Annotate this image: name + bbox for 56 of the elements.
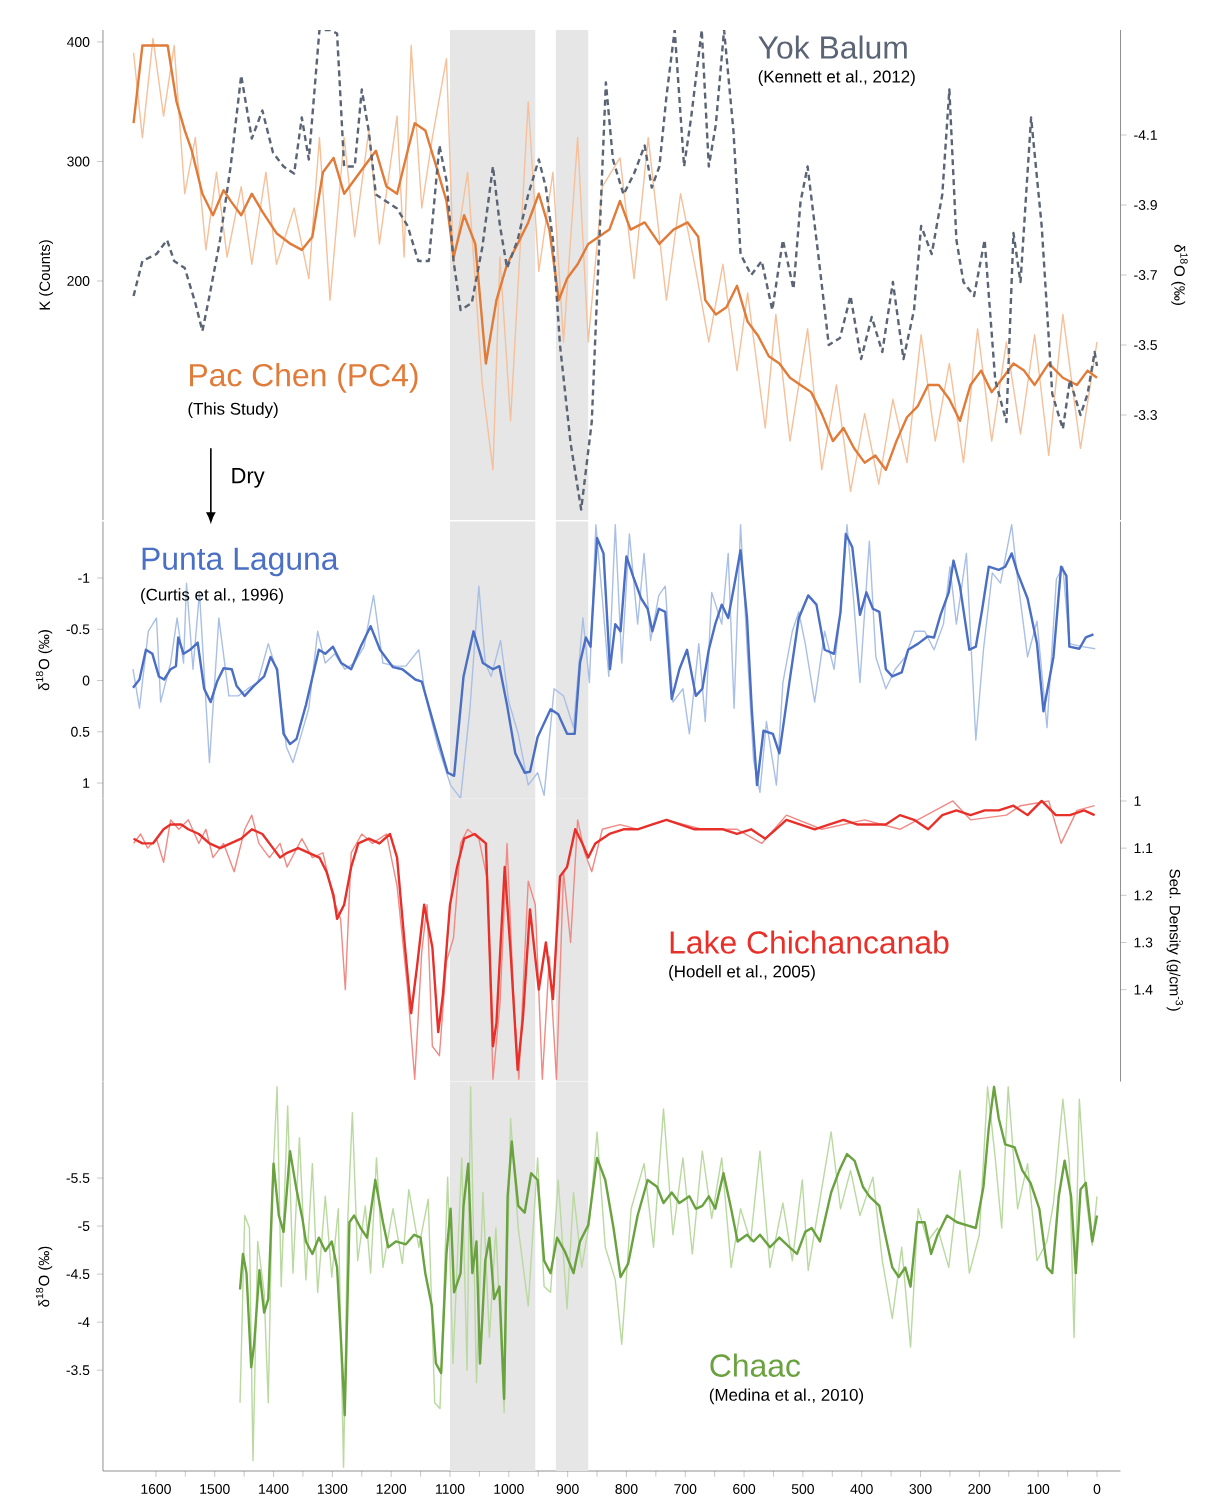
y2-tick-label: 1.3 <box>1134 937 1153 948</box>
y-tick-label: 400 <box>66 37 90 47</box>
y-tick-label: 300 <box>67 156 90 167</box>
y-tick-label: -5.5 <box>66 1173 90 1183</box>
x-tick-label: 100 <box>1027 1484 1050 1494</box>
x-tick-label: 600 <box>733 1484 756 1494</box>
annotation: (Hodell et al., 2005) <box>669 965 815 981</box>
x-tick-label: 1600 <box>141 1484 171 1494</box>
text: Chaac <box>710 1353 801 1377</box>
x-tick-label: 1300 <box>317 1484 348 1494</box>
y-tick-label: 0 <box>82 675 90 686</box>
y2-tick-label: -4.1 <box>1134 130 1157 140</box>
y2-tick-label: 1.2 <box>1134 890 1153 901</box>
x-tick-label: 200 <box>968 1484 991 1494</box>
x-tick-label: 300 <box>909 1484 932 1494</box>
y2-tick-label: -3.5 <box>1134 340 1157 350</box>
y2-tick-label: -3.9 <box>1134 200 1157 210</box>
y2-tick-label: -3.7 <box>1134 270 1157 280</box>
x-tick-label: 900 <box>556 1484 579 1494</box>
annotation: (This Study) <box>188 402 278 419</box>
y-tick-label: -5 <box>78 1221 90 1231</box>
y-tick-label: -1 <box>78 573 90 583</box>
y-axis-title: δ$^{18}$O (‰) <box>35 630 53 691</box>
series-label: Punta Laguna <box>142 547 339 577</box>
y-axis-title: K (Counts) <box>39 240 53 310</box>
y2-axis-title: δ$^{18}$O (‰) <box>1171 244 1188 305</box>
y2-tick-label: 1.1 <box>1134 843 1153 853</box>
y2-axis-title: Sed. Density (g/cm$^{-3}$) <box>1166 869 1184 1011</box>
x-tick-label: 1200 <box>376 1484 407 1494</box>
x-tick-label: 0 <box>1093 1484 1101 1494</box>
series-label: Yok Balum <box>758 35 907 59</box>
text: Pac Chen (PC4) <box>190 363 418 393</box>
y-tick-label: -3.5 <box>66 1365 90 1376</box>
y-axis-title: δ$^{18}$O (‰) <box>35 1246 53 1307</box>
y2-tick-label: 1.4 <box>1134 984 1153 995</box>
x-tick-label: 1500 <box>200 1484 230 1494</box>
x-tick-label: 1400 <box>259 1484 289 1494</box>
y-tick-label: -0.5 <box>66 624 90 635</box>
annotation: (Curtis et al., 1996) <box>141 588 283 604</box>
x-tick-label: 700 <box>674 1484 697 1494</box>
x-tick-label: 800 <box>615 1484 638 1494</box>
text: Lake Chichancanab <box>670 930 949 954</box>
annotation: Dry <box>232 468 265 488</box>
y-tick-label: -4.5 <box>66 1269 90 1279</box>
y2-tick-label: -3.3 <box>1134 410 1157 420</box>
x-tick-label: 1000 <box>494 1484 524 1494</box>
y-tick-label: 200 <box>67 276 90 286</box>
x-tick-label: 1100 <box>436 1484 465 1494</box>
annotation: (Medina et al., 2010) <box>709 1388 864 1405</box>
annotation: (Kennett et al., 2012) <box>758 70 915 86</box>
x-tick-label: 400 <box>850 1484 873 1494</box>
y-tick-label: 1 <box>83 778 90 788</box>
y-tick-label: 0.5 <box>71 726 90 737</box>
y2-tick-label: 1 <box>1134 796 1141 806</box>
x-tick-label: 500 <box>791 1484 814 1494</box>
y-tick-label: -4 <box>78 1317 90 1327</box>
